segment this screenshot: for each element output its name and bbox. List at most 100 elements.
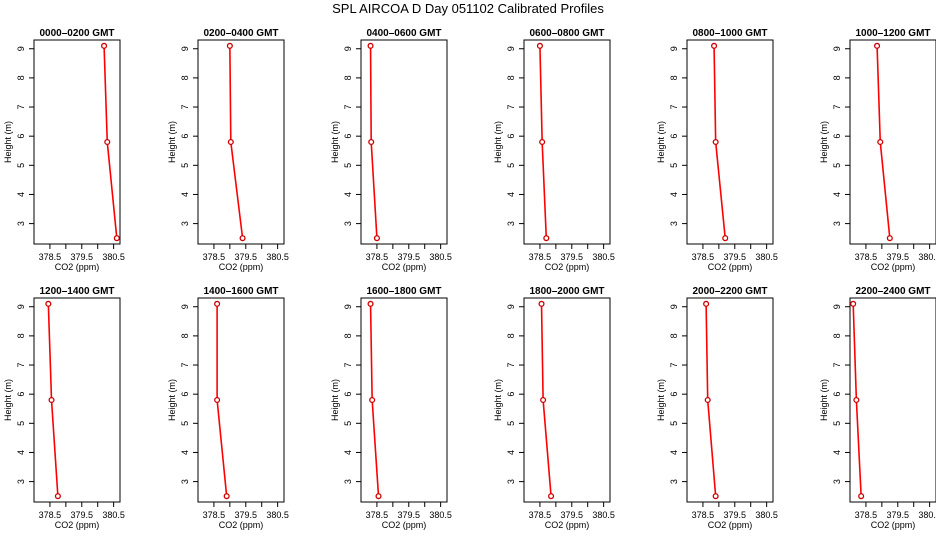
x-tick-label: 379.5 — [235, 510, 258, 520]
y-tick-label: 9 — [180, 46, 190, 51]
y-tick-label: 3 — [180, 479, 190, 484]
panel-title: 1600–1800 GMT — [366, 286, 441, 297]
y-tick-label: 4 — [180, 450, 190, 455]
y-tick-label: 5 — [343, 163, 353, 168]
y-tick-label: 5 — [180, 421, 190, 426]
data-point — [226, 42, 233, 49]
y-tick-label: 8 — [16, 333, 26, 338]
data-point — [540, 396, 547, 404]
y-tick-label: 8 — [506, 333, 516, 338]
y-axis-label: Height (m) — [819, 121, 829, 163]
x-tick-label: 379.5 — [71, 252, 94, 262]
x-tick-label: 378.5 — [39, 510, 62, 520]
y-axis-label: Height (m) — [167, 379, 177, 421]
x-tick-label: 378.5 — [203, 510, 226, 520]
y-tick-label: 5 — [180, 163, 190, 168]
y-tick-label: 9 — [16, 46, 26, 51]
data-point — [369, 396, 376, 404]
data-point — [874, 42, 881, 49]
x-axis-label: CO2 (ppm) — [55, 520, 100, 530]
x-axis-label: CO2 (ppm) — [545, 262, 590, 272]
y-tick-label: 7 — [16, 363, 26, 368]
data-point — [223, 493, 230, 500]
y-axis-label: Height (m) — [330, 379, 340, 421]
y-tick-label: 6 — [16, 392, 26, 397]
y-tick-label: 3 — [832, 221, 842, 226]
data-point — [45, 300, 52, 307]
x-tick-label: 380.5 — [755, 252, 778, 262]
panel-title: 0400–0600 GMT — [366, 28, 441, 39]
y-tick-label: 6 — [343, 134, 353, 139]
data-point — [712, 138, 719, 146]
panel-title: 0000–0200 GMT — [39, 28, 114, 39]
y-tick-label: 5 — [506, 421, 516, 426]
y-tick-label: 5 — [669, 163, 679, 168]
y-tick-label: 7 — [506, 105, 516, 110]
x-tick-label: 379.5 — [724, 252, 747, 262]
x-axis-label: CO2 (ppm) — [708, 520, 753, 530]
y-tick-label: 4 — [669, 450, 679, 455]
x-tick-label: 380.5 — [266, 510, 289, 520]
x-axis-label: CO2 (ppm) — [219, 520, 264, 530]
y-tick-label: 3 — [343, 479, 353, 484]
plot-frame — [360, 297, 448, 503]
y-tick-label: 5 — [343, 421, 353, 426]
y-axis-label: Height (m) — [330, 121, 340, 163]
panel-title: 2000–2200 GMT — [692, 286, 767, 297]
x-tick-label: 378.5 — [203, 252, 226, 262]
plot-frame — [523, 39, 611, 245]
plot-frame — [33, 297, 121, 503]
y-axis-label: Height (m) — [167, 121, 177, 163]
plot-frame — [523, 297, 611, 503]
x-tick-label: 380.5 — [592, 510, 615, 520]
x-tick-label: 380.5 — [592, 252, 615, 262]
y-tick-label: 7 — [16, 105, 26, 110]
panel-title: 1200–1400 GMT — [39, 286, 114, 297]
x-tick-label: 378.5 — [855, 252, 878, 262]
y-tick-label: 9 — [832, 304, 842, 309]
y-tick-label: 6 — [832, 392, 842, 397]
x-tick-label: 379.5 — [724, 510, 747, 520]
y-tick-label: 6 — [180, 392, 190, 397]
data-point — [543, 235, 550, 242]
data-point — [712, 493, 719, 500]
y-tick-label: 5 — [506, 163, 516, 168]
plot-frame — [686, 297, 774, 503]
x-axis-label: CO2 (ppm) — [708, 262, 753, 272]
y-tick-label: 3 — [669, 479, 679, 484]
y-axis-label: Height (m) — [819, 379, 829, 421]
x-tick-label: 380.5 — [918, 510, 936, 520]
y-tick-label: 8 — [506, 75, 516, 80]
y-tick-label: 7 — [669, 105, 679, 110]
y-tick-label: 4 — [343, 192, 353, 197]
data-point — [367, 42, 374, 49]
plot-frame — [849, 39, 936, 245]
plot-frame — [197, 39, 285, 245]
plot-frame — [33, 39, 121, 245]
y-tick-label: 8 — [343, 75, 353, 80]
y-axis-label: Height (m) — [656, 379, 666, 421]
x-tick-label: 379.5 — [398, 510, 421, 520]
x-axis-label: CO2 (ppm) — [55, 262, 100, 272]
y-tick-label: 8 — [343, 333, 353, 338]
data-point — [104, 138, 111, 146]
data-point — [539, 138, 546, 146]
y-tick-label: 6 — [16, 134, 26, 139]
x-tick-label: 378.5 — [529, 252, 552, 262]
y-tick-label: 7 — [343, 105, 353, 110]
main-title: SPL AIRCOA D Day 051102 Calibrated Profi… — [332, 1, 604, 16]
y-tick-label: 6 — [506, 392, 516, 397]
y-axis-label: Height (m) — [493, 379, 503, 421]
y-tick-label: 3 — [506, 221, 516, 226]
x-axis-label: CO2 (ppm) — [382, 262, 427, 272]
data-point — [853, 396, 860, 404]
x-tick-label: 379.5 — [561, 510, 584, 520]
y-tick-label: 5 — [16, 421, 26, 426]
y-tick-label: 6 — [832, 134, 842, 139]
x-tick-label: 379.5 — [71, 510, 94, 520]
data-point — [877, 138, 884, 146]
